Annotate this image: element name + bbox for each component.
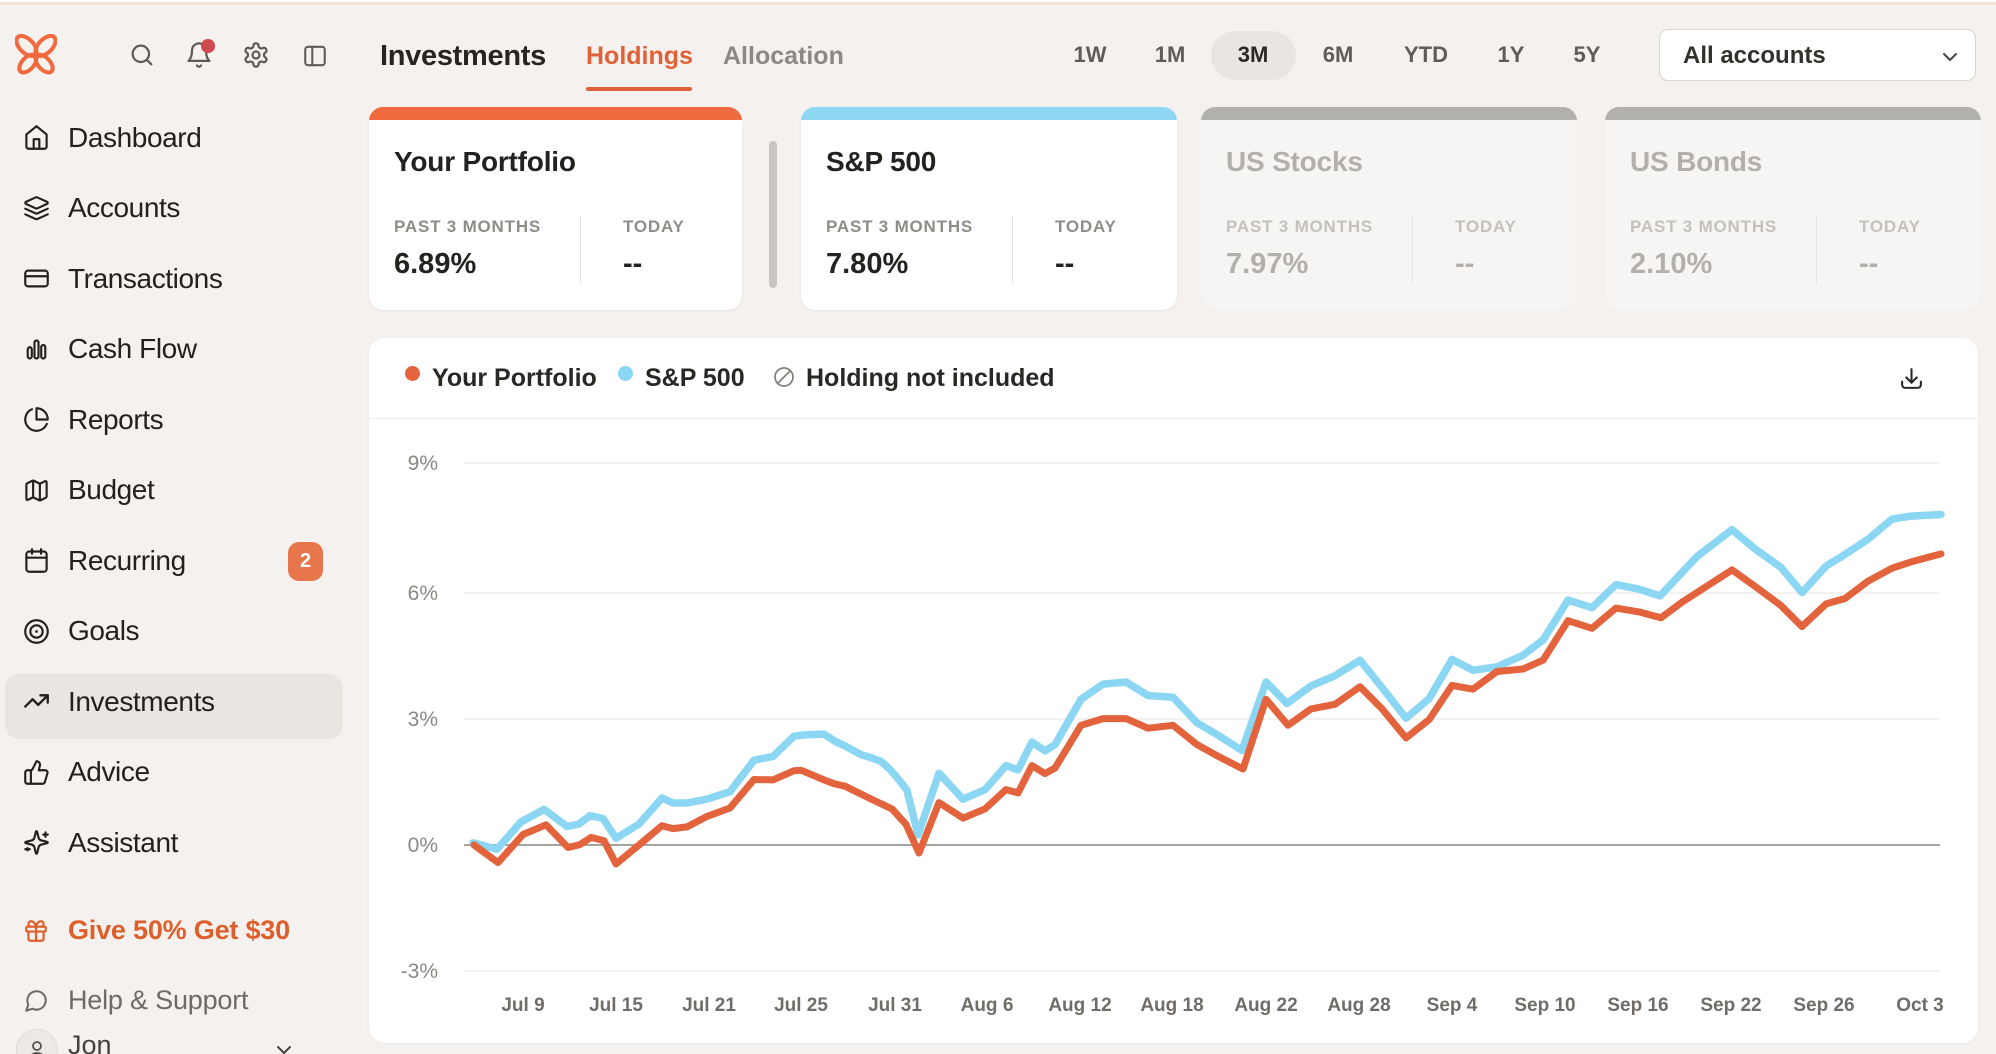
svg-text:3%: 3% <box>408 708 438 731</box>
svg-text:-3%: -3% <box>401 960 438 983</box>
svg-text:Oct 3: Oct 3 <box>1896 995 1944 1016</box>
svg-text:0%: 0% <box>408 834 438 857</box>
svg-text:Sep 10: Sep 10 <box>1514 995 1575 1016</box>
svg-text:Jul 21: Jul 21 <box>682 995 736 1016</box>
svg-text:Sep 26: Sep 26 <box>1793 995 1854 1016</box>
svg-text:Sep 16: Sep 16 <box>1607 995 1668 1016</box>
svg-text:Aug 22: Aug 22 <box>1234 995 1297 1016</box>
svg-text:Jul 9: Jul 9 <box>501 995 544 1016</box>
svg-text:9%: 9% <box>408 452 438 475</box>
svg-text:Aug 12: Aug 12 <box>1048 995 1111 1016</box>
svg-text:Jul 25: Jul 25 <box>774 995 828 1016</box>
svg-text:Aug 28: Aug 28 <box>1327 995 1390 1016</box>
svg-text:Aug 18: Aug 18 <box>1140 995 1203 1016</box>
svg-text:Jul 15: Jul 15 <box>589 995 643 1016</box>
svg-text:6%: 6% <box>408 582 438 605</box>
svg-text:Aug 6: Aug 6 <box>961 995 1014 1016</box>
svg-text:Jul 31: Jul 31 <box>868 995 922 1016</box>
svg-text:Sep 22: Sep 22 <box>1700 995 1761 1016</box>
svg-text:Sep 4: Sep 4 <box>1427 995 1478 1016</box>
